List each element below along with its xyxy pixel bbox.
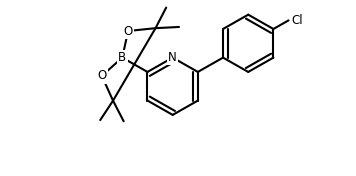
Text: N: N <box>168 51 177 64</box>
Text: B: B <box>118 51 126 64</box>
Text: Cl: Cl <box>291 14 303 27</box>
Text: O: O <box>97 69 106 82</box>
Text: O: O <box>124 24 133 37</box>
